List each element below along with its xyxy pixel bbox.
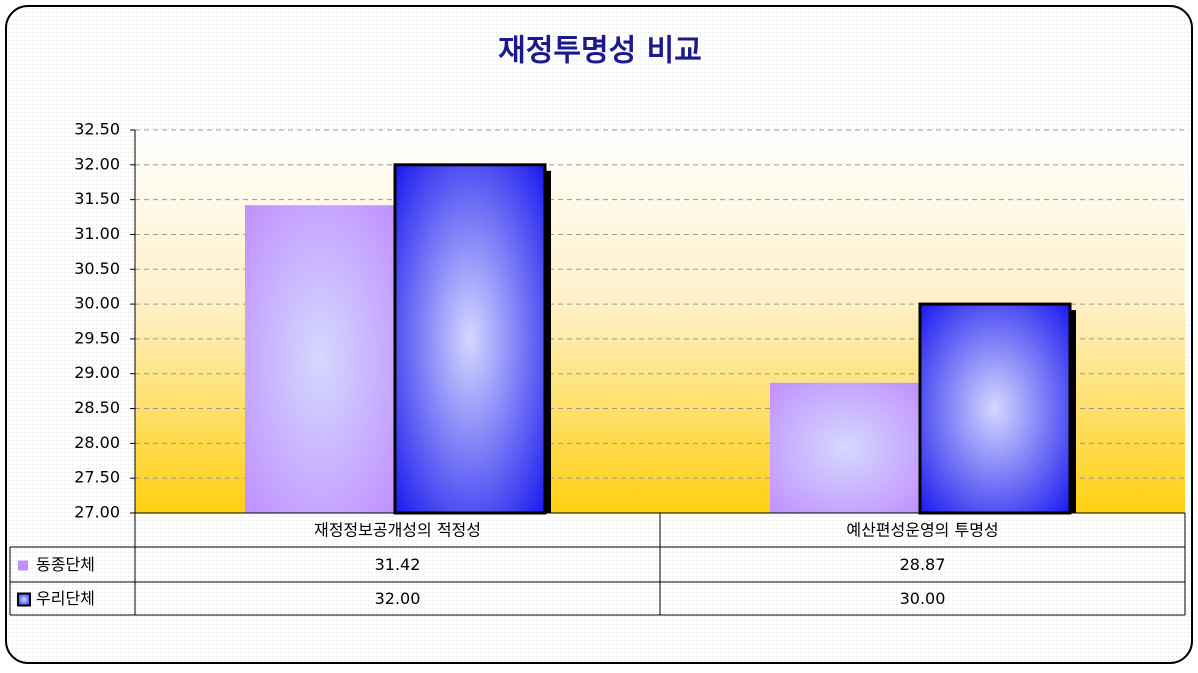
bar	[770, 382, 920, 513]
y-tick-label: 29.50	[74, 328, 120, 347]
y-tick-label: 30.00	[74, 294, 120, 313]
data-label: 28.87	[900, 555, 946, 574]
y-tick-label: 31.50	[74, 189, 120, 208]
y-tick-label: 32.00	[74, 154, 120, 173]
legend-label: 동종단체	[36, 555, 95, 574]
y-tick-label: 27.50	[74, 468, 120, 487]
bar	[393, 163, 547, 515]
chart-title: 재정투명성 비교	[498, 34, 702, 69]
y-tick-label: 28.00	[74, 433, 120, 452]
legend-label: 우리단체	[36, 589, 95, 608]
y-tick-label: 32.50	[74, 120, 120, 139]
data-label: 32.00	[375, 589, 421, 608]
bar	[245, 205, 395, 513]
legend-swatch	[17, 592, 31, 607]
y-tick-label: 31.00	[74, 224, 120, 243]
y-tick-label: 29.00	[74, 363, 120, 382]
data-label: 30.00	[900, 589, 946, 608]
x-tick-label: 재정정보공개성의 적정성	[314, 521, 481, 540]
y-tick-label: 27.00	[74, 503, 120, 522]
legend-swatch	[18, 560, 28, 571]
data-label: 31.42	[375, 555, 421, 574]
y-tick-label: 30.50	[74, 259, 120, 278]
y-tick-label: 28.50	[74, 398, 120, 417]
bar	[918, 302, 1072, 515]
x-tick-label: 예산편성운영의 투명성	[846, 521, 998, 540]
